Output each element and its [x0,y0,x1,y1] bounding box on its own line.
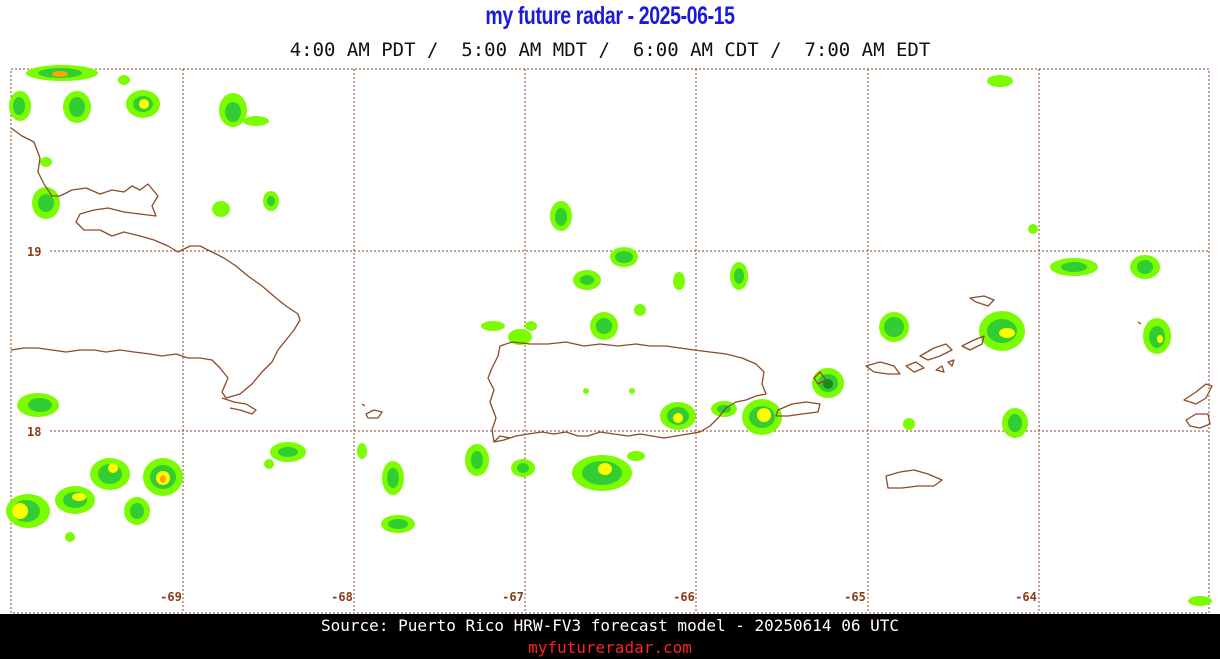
radar-cell [1137,260,1153,274]
radar-cell [757,408,771,422]
radar-cell [673,413,683,423]
st-martin-area [1185,413,1211,429]
coastlines [10,127,1213,489]
radar-cell [160,475,166,483]
st-croix [885,469,943,489]
radar-cell [481,321,505,331]
radar-cell [1188,596,1212,606]
radar-cell [517,463,529,473]
radar-cell [471,451,483,469]
axis-tick-labels: -69 -68 -67 -66 -65 -64 19 18 [27,245,1037,604]
page-title: my future radar - 2025-06-15 [485,2,735,30]
radar-cell [278,447,298,457]
radar-cell [583,388,589,394]
radar-cell [130,503,144,519]
radar-cell [388,519,408,529]
lon-tick-label: -64 [1015,590,1037,604]
radar-cell [40,157,52,167]
radar-cell [987,75,1013,87]
radar-cell [884,317,904,337]
radar-cell [13,97,25,115]
radar-cell [108,463,118,473]
radar-cell [267,196,275,206]
hispaniola-south [221,397,257,415]
radar-cell [1008,414,1022,432]
radar-cell [212,201,230,217]
radar-cell [264,459,274,469]
lat-tick-label: 19 [27,245,41,259]
lon-tick-label: -66 [673,590,695,604]
anguilla-area [1183,383,1213,405]
radar-cell [525,321,537,331]
radar-cell [357,443,367,459]
radar-cell [225,102,241,122]
radar-cell [28,398,52,412]
virgin-gorda [961,335,985,351]
culebra-island [813,371,827,385]
radar-cell [673,272,685,290]
radar-cell [1061,262,1087,272]
bvi-small-1 [935,365,945,373]
radar-cell [1149,326,1165,348]
lon-tick-label: -69 [160,590,182,604]
radar-cell [118,75,130,85]
st-thomas [865,361,901,375]
radar-cell [1028,224,1038,234]
radar-cell [634,304,646,316]
radar-map: -69 -68 -67 -66 -65 -64 19 18 [6,65,1213,614]
radar-cell [903,418,915,430]
radar-cell [1157,335,1163,343]
radar-cell [598,463,612,475]
radar-cell [387,468,399,488]
radar-cell [243,116,269,126]
radar-cell [38,194,54,212]
lon-tick-label: -67 [502,590,524,604]
lon-tick-label: -65 [844,590,866,604]
site-link[interactable]: myfutureradar.com [528,638,692,657]
hispaniola-coast [10,127,301,399]
radar-echoes [6,65,1212,606]
vieques-island [775,401,821,417]
footer-bar: Source: Puerto Rico HRW-FV3 forecast mod… [0,614,1220,659]
radar-cell [615,251,633,263]
puerto-rico-west-bay [493,435,511,443]
radar-cell [508,329,532,345]
radar-cell [72,493,86,501]
monito-island [361,403,366,407]
radar-cell [580,275,594,285]
islet-east [1137,321,1142,325]
lon-tick-label: -68 [331,590,353,604]
st-john [905,361,925,373]
lat-tick-label: 18 [27,425,41,439]
radar-cell [65,532,75,542]
radar-cell [823,379,833,389]
radar-cell [999,328,1015,338]
radar-cell [12,503,28,519]
radar-cell [596,318,612,334]
radar-cell [629,388,635,394]
mona-island [365,409,383,419]
map-border [10,68,1210,614]
bvi-small-2 [947,359,955,367]
radar-cell [69,97,85,117]
radar-cell [627,451,645,461]
anegada [969,295,995,307]
radar-cell [555,208,567,226]
source-credit: Source: Puerto Rico HRW-FV3 forecast mod… [321,616,899,635]
radar-cell [52,71,68,77]
tortola [919,343,953,361]
puerto-rico [487,341,767,443]
radar-cell [139,99,149,109]
radar-cell [734,268,744,284]
forecast-time-line: 4:00 AM PDT / 5:00 AM MDT / 6:00 AM CDT … [289,39,931,61]
lat-lon-grid [50,69,1209,613]
